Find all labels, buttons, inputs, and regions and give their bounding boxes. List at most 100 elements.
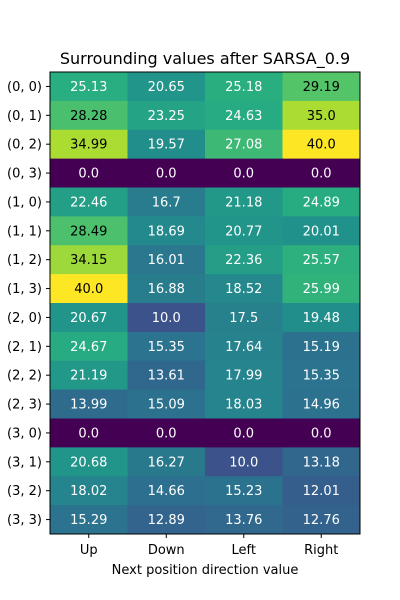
- heatmap-cell: [282, 331, 361, 362]
- cell-value-label: 28.28: [70, 109, 107, 124]
- heatmap-cell: [50, 158, 128, 189]
- cell-value-label: 12.01: [303, 484, 340, 499]
- chart-title: Surrounding values after SARSA_0.9: [60, 49, 350, 69]
- cell-value-label: 25.99: [303, 282, 340, 297]
- x-axis-label: Next position direction value: [112, 563, 299, 578]
- y-tick-label: (0, 3): [7, 167, 42, 182]
- heatmap-cell: [205, 505, 283, 535]
- cell-value-label: 0.0: [233, 426, 254, 441]
- cell-value-label: 16.27: [148, 455, 185, 470]
- heatmap-cell: [282, 389, 361, 420]
- heatmap-cell: [205, 360, 283, 391]
- cell-value-label: 15.19: [303, 340, 340, 355]
- heatmap-cell: [282, 360, 361, 391]
- heatmap-cell: [127, 447, 206, 477]
- heatmap-cell: [127, 129, 206, 160]
- y-tick-label: (3, 3): [7, 513, 42, 528]
- cell-value-label: 10.0: [152, 311, 181, 326]
- heatmap-cell: [127, 389, 206, 420]
- cell-value-label: 18.69: [148, 224, 185, 239]
- x-tick-label: Right: [304, 543, 338, 558]
- cell-value-label: 13.18: [303, 455, 340, 470]
- cell-value-label: 18.02: [70, 484, 107, 499]
- cell-value-label: 16.01: [148, 253, 185, 268]
- heatmap-cell: [127, 360, 206, 391]
- heatmap-cell: [127, 72, 206, 102]
- cell-value-label: 16.88: [148, 282, 185, 297]
- cell-value-label: 16.7: [152, 195, 181, 210]
- y-tick-label: (0, 1): [7, 109, 42, 124]
- heatmap-cell: [127, 158, 206, 189]
- heatmap-cell: [282, 447, 361, 477]
- cell-value-label: 0.0: [311, 426, 332, 441]
- heatmap-cell: [282, 216, 361, 246]
- heatmap-cell: [50, 389, 128, 420]
- cell-value-label: 0.0: [78, 426, 99, 441]
- cell-value-label: 24.63: [225, 109, 262, 124]
- y-tick-label: (1, 0): [7, 195, 42, 210]
- heatmap-cell: [205, 389, 283, 420]
- cell-value-label: 21.18: [225, 195, 262, 210]
- heatmap-cell: [205, 158, 283, 189]
- heatmap-cell: [282, 187, 361, 217]
- heatmap-cell: [50, 245, 128, 275]
- heatmap-cell: [205, 129, 283, 160]
- cell-value-label: 10.0: [229, 455, 258, 470]
- heatmap-cell: [127, 505, 206, 535]
- heatmap-cell: [127, 245, 206, 275]
- heatmap-cell: [127, 331, 206, 362]
- cell-value-label: 15.09: [148, 398, 185, 413]
- x-tick-label: Up: [80, 543, 98, 558]
- y-tick-label: (3, 1): [7, 455, 42, 470]
- cell-value-label: 12.89: [148, 513, 185, 528]
- cell-value-labels: 25.13 20.65 25.18 29.19 28.28 23.25 24.63 35.0 3…: [70, 80, 340, 528]
- cell-value-label: 34.99: [70, 138, 107, 153]
- cell-value-label: 15.23: [225, 484, 262, 499]
- heatmap-cell: [282, 476, 361, 506]
- cell-value-label: 40.0: [307, 138, 336, 153]
- y-tick-label: (2, 0): [7, 311, 42, 326]
- heatmap-cell: [127, 187, 206, 217]
- heatmap-cell: [50, 216, 128, 246]
- heatmap-cell: [50, 331, 128, 362]
- cell-value-label: 0.0: [156, 426, 177, 441]
- heatmap-cell: [282, 158, 361, 189]
- heatmap-cell: [127, 100, 206, 131]
- heatmap-cell: [282, 129, 361, 160]
- heatmap-cell: [50, 505, 128, 535]
- y-tick-label: (0, 2): [7, 138, 42, 153]
- heatmap-cell: [205, 187, 283, 217]
- cell-value-label: 18.03: [225, 398, 262, 413]
- x-tick-label: Left: [232, 543, 256, 558]
- heatmap-cell: [50, 187, 128, 217]
- y-tick-label: (1, 2): [7, 253, 42, 268]
- cell-value-label: 20.65: [148, 80, 185, 95]
- cell-value-label: 0.0: [156, 167, 177, 182]
- heatmap-cell: [282, 303, 361, 333]
- y-tick-label: (2, 2): [7, 369, 42, 384]
- cell-value-label: 15.29: [70, 513, 107, 528]
- y-tick-label: (1, 3): [7, 282, 42, 297]
- heatmap-cell: [205, 72, 283, 102]
- cell-value-label: 23.25: [148, 109, 185, 124]
- heatmap-cell: [127, 418, 206, 448]
- heatmap-cell: [50, 360, 128, 391]
- heatmap-cell: [205, 418, 283, 448]
- cell-value-label: 20.77: [225, 224, 262, 239]
- heatmap-cell: [205, 245, 283, 275]
- x-tick-label: Down: [148, 543, 185, 558]
- cell-value-label: 34.15: [70, 253, 107, 268]
- heatmap-cells: [50, 72, 361, 535]
- y-tick-label: (2, 1): [7, 340, 42, 355]
- heatmap-cell: [205, 331, 283, 362]
- cell-value-label: 22.36: [225, 253, 262, 268]
- cell-value-label: 0.0: [311, 167, 332, 182]
- heatmap-cell: [50, 274, 128, 304]
- heatmap-cell: [282, 418, 361, 448]
- heatmap-cell: [205, 476, 283, 506]
- heatmap-cell: [205, 100, 283, 131]
- heatmap-cell: [127, 303, 206, 333]
- heatmap-cell: [282, 72, 361, 102]
- heatmap-cell: [50, 129, 128, 160]
